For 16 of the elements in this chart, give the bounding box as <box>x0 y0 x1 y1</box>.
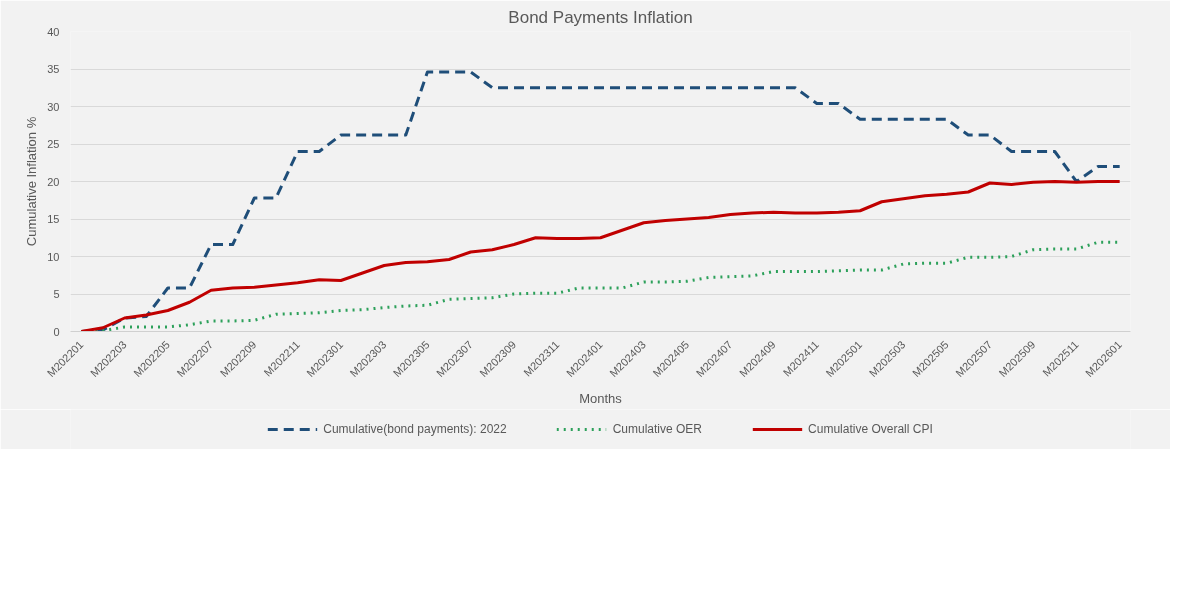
line-series <box>79 180 1122 332</box>
y-tick-label: 10 <box>47 250 60 263</box>
x-axis-title: Months <box>579 391 623 407</box>
y-tick-label: 20 <box>47 175 60 188</box>
y-tick-label: 5 <box>53 288 60 300</box>
legend-label: Cumulative Overall CPI <box>808 421 933 437</box>
legend-label: Cumulative(bond payments): 2022 <box>323 421 507 437</box>
y-tick-label: 0 <box>53 325 60 338</box>
y-tick-label: 30 <box>47 100 60 113</box>
chart-title: Bond Payments Inflation <box>508 7 693 27</box>
y-tick-label: 15 <box>47 213 60 225</box>
y-axis-title: Cumulative Inflation % <box>24 116 40 247</box>
legend-label: Cumulative OER <box>612 421 703 437</box>
y-tick-label: 40 <box>47 25 60 38</box>
y-tick-label: 25 <box>47 138 60 150</box>
y-tick-label: 35 <box>47 63 60 75</box>
